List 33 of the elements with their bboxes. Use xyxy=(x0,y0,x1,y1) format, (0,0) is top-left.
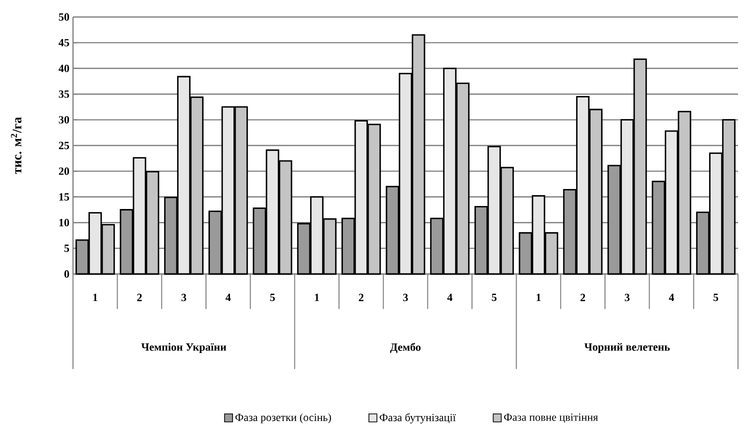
x-tick-label: 2 xyxy=(137,294,142,302)
text: Дембо xyxy=(390,342,421,354)
y-tick-label: 0 xyxy=(64,270,70,278)
x-tick-label: 5 xyxy=(492,294,497,302)
x-tick-label: 1 xyxy=(93,294,98,302)
text: Чемпіон України xyxy=(141,343,226,353)
x-tick-label: 4 xyxy=(447,294,452,302)
x-tick-label: 5 xyxy=(270,294,275,302)
y-tick-label: 15 xyxy=(59,193,70,201)
x-tick-label: 1 xyxy=(536,294,541,302)
legend-label: Фаза розетки (осінь) xyxy=(235,413,331,424)
legend-label: Фаза бутунізації xyxy=(380,413,456,424)
x-tick-label: 2 xyxy=(358,294,364,302)
y-tick-label: 50 xyxy=(58,13,70,21)
x-tick-label: 3 xyxy=(181,294,186,302)
x-tick-label: 3 xyxy=(624,294,630,302)
y-tick-label: 35 xyxy=(58,90,70,98)
legend-label: Фаза повне цвітіння xyxy=(504,414,598,423)
y-tick-label: 25 xyxy=(58,142,70,150)
x-tick-label: 5 xyxy=(714,294,718,302)
y-tick-label: 40 xyxy=(58,64,70,72)
text: Чорний велетень xyxy=(584,343,670,353)
x-tick-label: 1 xyxy=(314,294,320,302)
y-axis-title: тис. м$^{2}$/га xyxy=(10,117,22,174)
y-tick-label: 45 xyxy=(58,39,70,46)
x-tick-label: 3 xyxy=(403,294,408,302)
y-tick-label: 10 xyxy=(59,218,70,226)
x-tick-label: 2 xyxy=(580,294,586,302)
y-tick-label: 20 xyxy=(58,167,70,175)
x-tick-label: 4 xyxy=(668,294,674,302)
y-tick-label: 5 xyxy=(64,244,70,252)
y-tick-label: 30 xyxy=(58,116,70,124)
x-tick-label: 4 xyxy=(226,294,231,302)
